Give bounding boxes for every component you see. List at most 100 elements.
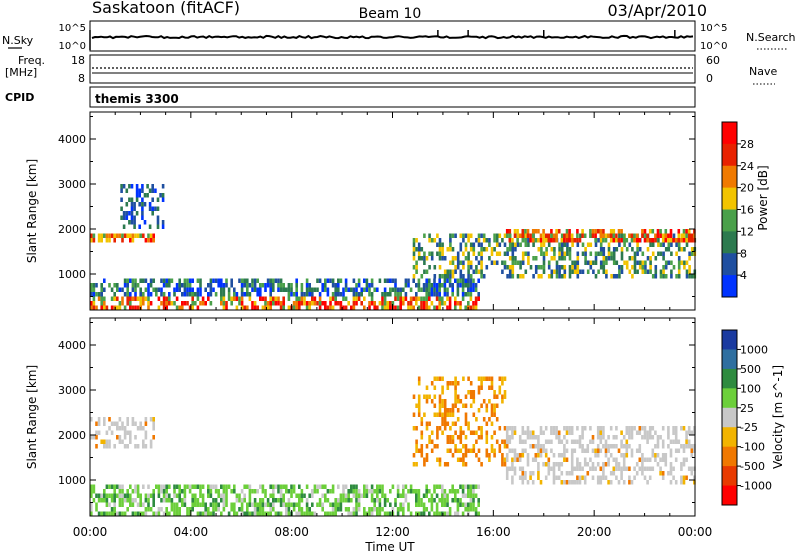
echo-cell: [594, 256, 598, 261]
echo-cell: [651, 435, 655, 440]
echo-cell: [118, 511, 122, 516]
echo-cell: [467, 283, 470, 288]
echo-cell: [482, 399, 486, 404]
echo-cell: [151, 197, 154, 202]
echo-cell: [90, 493, 93, 498]
echo-cell: [295, 278, 298, 283]
echo-cell: [505, 457, 509, 462]
echo-cell: [490, 412, 494, 417]
echo-cell: [475, 256, 478, 261]
echo-cell: [565, 233, 569, 238]
echo-cell: [693, 448, 696, 453]
echo-cell: [313, 301, 317, 306]
echo-cell: [129, 305, 132, 310]
echo-cell: [477, 457, 481, 462]
echo-cell: [540, 274, 543, 279]
echo-cell: [125, 188, 129, 193]
echo-cell: [373, 498, 376, 503]
echo-cell: [599, 430, 603, 435]
echo-cell: [178, 511, 181, 516]
echo-cell: [389, 301, 392, 306]
echo-cell: [459, 269, 463, 274]
echo-cell: [661, 471, 665, 476]
echo-cell: [285, 502, 288, 507]
echo-cell: [130, 220, 134, 225]
echo-cell: [586, 462, 590, 467]
echo-cell: [415, 260, 418, 265]
echo-cell: [599, 265, 603, 270]
echo-cell: [162, 498, 166, 503]
echo-cell: [560, 242, 564, 247]
echo-cell: [378, 301, 382, 306]
echo-cell: [430, 498, 434, 503]
echo-cell: [144, 287, 148, 292]
echo-cell: [97, 417, 101, 422]
echo-cell: [526, 426, 530, 431]
echo-cell: [438, 426, 442, 431]
echo-cell: [438, 242, 442, 247]
echo-cell: [118, 301, 122, 306]
echo-cell: [131, 238, 135, 243]
echo-cell: [472, 493, 475, 498]
echo-cell: [292, 502, 296, 507]
echo-cell: [181, 301, 184, 306]
echo-cell: [446, 412, 450, 417]
echo-cell: [285, 507, 288, 512]
echo-cell: [381, 507, 384, 512]
echo-cell: [680, 480, 683, 485]
echo-cell: [529, 430, 532, 435]
echo-cell: [121, 498, 124, 503]
echo-cell: [558, 256, 561, 261]
echo-cell: [412, 489, 415, 494]
echo-cell: [143, 193, 147, 198]
echo-cell: [677, 274, 681, 279]
echo-cell: [597, 238, 600, 243]
echo-cell: [682, 480, 686, 485]
echo-cell: [196, 502, 200, 507]
echo-cell: [682, 238, 686, 243]
echo-cell: [162, 301, 166, 306]
echo-cell: [233, 287, 236, 292]
echo-cell: [648, 457, 652, 462]
echo-cell: [417, 412, 421, 417]
echo-cell: [433, 278, 436, 283]
echo-cell: [631, 256, 634, 261]
echo-cell: [204, 287, 207, 292]
echo-cell: [290, 493, 293, 498]
echo-cell: [557, 475, 561, 480]
echo-cell: [146, 184, 149, 189]
echo-cell: [103, 301, 106, 306]
echo-cell: [553, 251, 556, 256]
echo-cell: [378, 511, 382, 516]
echo-cell: [222, 305, 226, 310]
echo-cell: [469, 233, 473, 238]
echo-cell: [443, 274, 447, 279]
echo-cell: [365, 484, 369, 489]
echo-cell: [136, 283, 140, 288]
echo-cell: [438, 287, 441, 292]
echo-cell: [475, 430, 478, 435]
echo-cell: [604, 439, 608, 444]
echo-cell: [368, 305, 371, 310]
echo-cell: [350, 489, 353, 494]
echo-cell: [451, 498, 454, 503]
echo-cell: [597, 269, 600, 274]
echo-cell: [152, 233, 155, 238]
echo-cell: [326, 278, 330, 283]
echo-cell: [151, 206, 154, 211]
echo-cell: [425, 292, 428, 297]
echo-cell: [568, 426, 571, 431]
echo-cell: [630, 426, 634, 431]
echo-cell: [576, 426, 579, 431]
echo-cell: [376, 498, 379, 503]
echo-cell: [130, 197, 134, 202]
echo-cell: [261, 305, 265, 310]
echo-cell: [116, 233, 119, 238]
echo-cell: [402, 489, 405, 494]
echo-cell: [134, 484, 137, 489]
echo-cell: [633, 251, 637, 256]
echo-cell: [495, 403, 499, 408]
echo-cell: [133, 215, 136, 220]
echo-cell: [521, 448, 525, 453]
